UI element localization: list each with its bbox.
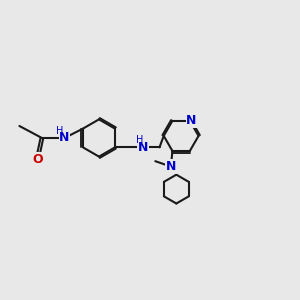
Text: H: H — [136, 135, 143, 145]
Text: O: O — [32, 152, 43, 166]
Text: N: N — [166, 160, 176, 173]
Text: N: N — [59, 131, 70, 145]
Text: H: H — [56, 126, 64, 136]
Text: N: N — [186, 114, 197, 127]
Text: N: N — [138, 141, 148, 154]
